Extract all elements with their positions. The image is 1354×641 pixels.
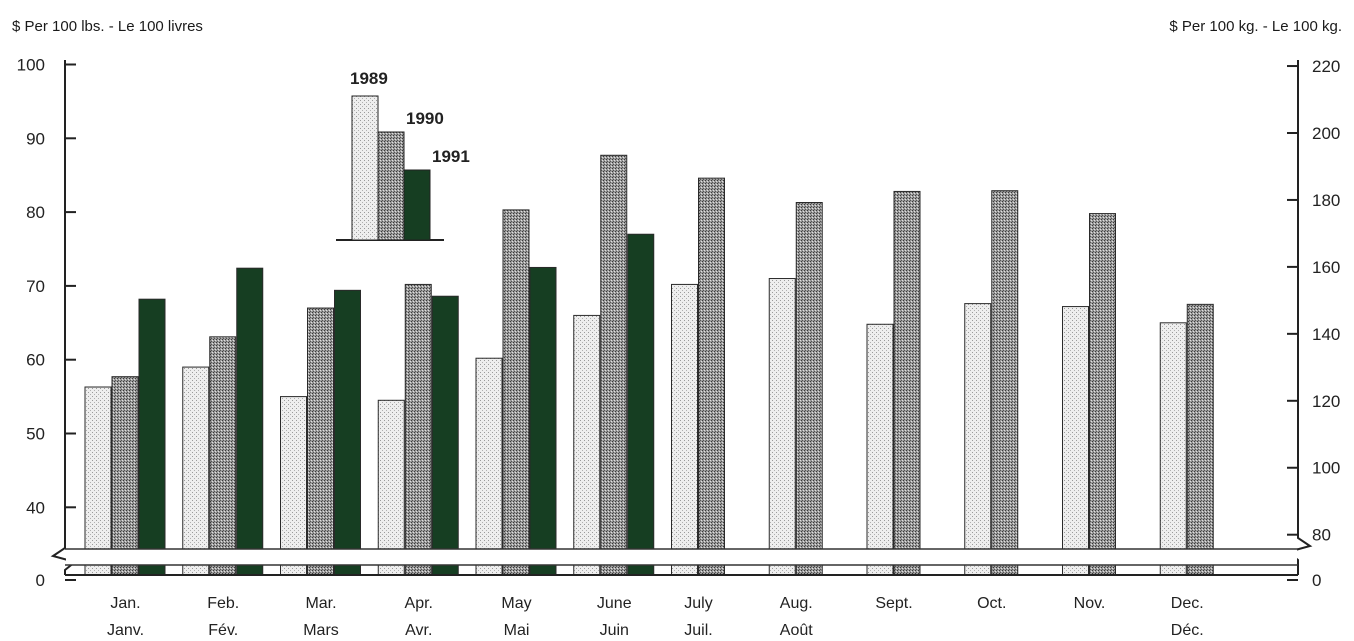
x-category-label-en: July	[684, 595, 712, 612]
right-axis-tick-label: 160	[1312, 258, 1340, 277]
left-axis-tick-label: 0	[36, 571, 45, 590]
bar-1990	[795, 202, 823, 576]
bar-1990	[600, 154, 628, 576]
bar-1989	[475, 357, 503, 576]
bar-1989	[768, 278, 796, 576]
x-category-label-en: Aug.	[780, 595, 813, 612]
bar-1990	[209, 336, 237, 576]
right-axis-tick-label: 220	[1312, 57, 1340, 76]
bar-1991	[627, 233, 655, 576]
right-axis-tick-label: 80	[1312, 526, 1331, 545]
legend-swatch-1990	[377, 131, 405, 241]
bar-1990	[502, 209, 530, 576]
legend-swatch-1991	[403, 169, 431, 241]
x-category-label-en: Sept.	[875, 595, 912, 612]
right-axis-tick-label: 120	[1312, 392, 1340, 411]
legend-label-1991: 1991	[432, 147, 470, 166]
legend-label-1989: 1989	[350, 69, 388, 88]
bar-1989	[671, 283, 698, 576]
legend-label-1990: 1990	[406, 109, 444, 128]
x-category-label-fr: Juin	[600, 622, 629, 639]
x-category-label-en: Nov.	[1074, 595, 1106, 612]
left-axis-unit-label: $ Per 100 lbs. - Le 100 livres	[12, 18, 203, 35]
right-axis-unit-label: $ Per 100 kg. - Le 100 kg.	[1169, 18, 1342, 35]
bar-1990	[893, 190, 921, 576]
bar-1990	[307, 307, 334, 576]
x-category-label-fr: Mars	[303, 622, 339, 639]
x-category-label-fr: Juil.	[684, 622, 712, 639]
left-axis-tick-label: 80	[26, 203, 45, 222]
x-category-label-en: Feb.	[207, 595, 239, 612]
right-axis-tick-label: 100	[1312, 459, 1340, 478]
bar-1990	[698, 177, 725, 576]
left-axis-tick-label: 50	[26, 425, 45, 444]
bar-1989	[964, 303, 992, 576]
bar-1991	[236, 267, 264, 576]
bar-1990	[991, 190, 1019, 576]
x-category-label-fr: Avr.	[405, 622, 432, 639]
bar-1990	[111, 376, 139, 576]
right-axis-tick-label: 140	[1312, 325, 1340, 344]
bar-1990	[404, 283, 432, 576]
bar-1991	[431, 295, 459, 576]
right-axis-tick-label: 180	[1312, 191, 1340, 210]
bar-1990	[1186, 303, 1214, 576]
x-category-label-fr: Déc.	[1171, 622, 1204, 639]
x-category-label-fr: Fév.	[208, 622, 238, 639]
left-axis-tick-label: 100	[17, 56, 45, 75]
x-category-label-fr: Janv.	[107, 622, 144, 639]
x-category-label-en: Mar.	[305, 595, 336, 612]
x-category-label-en: Oct.	[977, 595, 1006, 612]
x-category-label-en: Jan.	[110, 595, 140, 612]
bar-1989	[866, 323, 894, 576]
x-category-label-fr: Août	[780, 622, 813, 639]
bar-1989	[280, 396, 307, 576]
right-axis-tick-label: 200	[1312, 124, 1340, 143]
x-category-label-fr: Mai	[504, 622, 530, 639]
left-axis-line	[50, 60, 78, 575]
x-category-label-en: May	[501, 595, 531, 612]
bar-1989	[84, 386, 112, 576]
left-axis-tick-label: 70	[26, 277, 45, 296]
bar-1990	[1089, 213, 1116, 576]
left-axis-tick-label: 60	[26, 351, 45, 370]
x-category-label-en: Dec.	[1171, 595, 1204, 612]
right-axis-line	[1285, 60, 1313, 575]
bar-1991	[138, 298, 166, 576]
bar-1989	[573, 314, 601, 576]
right-axis-tick-label: 0	[1312, 571, 1321, 590]
x-category-label-en: Apr.	[405, 595, 433, 612]
bar-1989	[1062, 306, 1089, 576]
left-axis-tick-label: 40	[26, 498, 45, 517]
axis-break-band	[66, 549, 1297, 565]
bar-1989	[182, 366, 210, 576]
bar-1991	[334, 289, 361, 576]
bar-1989	[1159, 322, 1187, 576]
legend-swatch-1989	[351, 95, 379, 241]
x-category-label-en: June	[597, 595, 632, 612]
bar-1991	[529, 266, 557, 576]
left-axis-tick-label: 90	[26, 129, 45, 148]
